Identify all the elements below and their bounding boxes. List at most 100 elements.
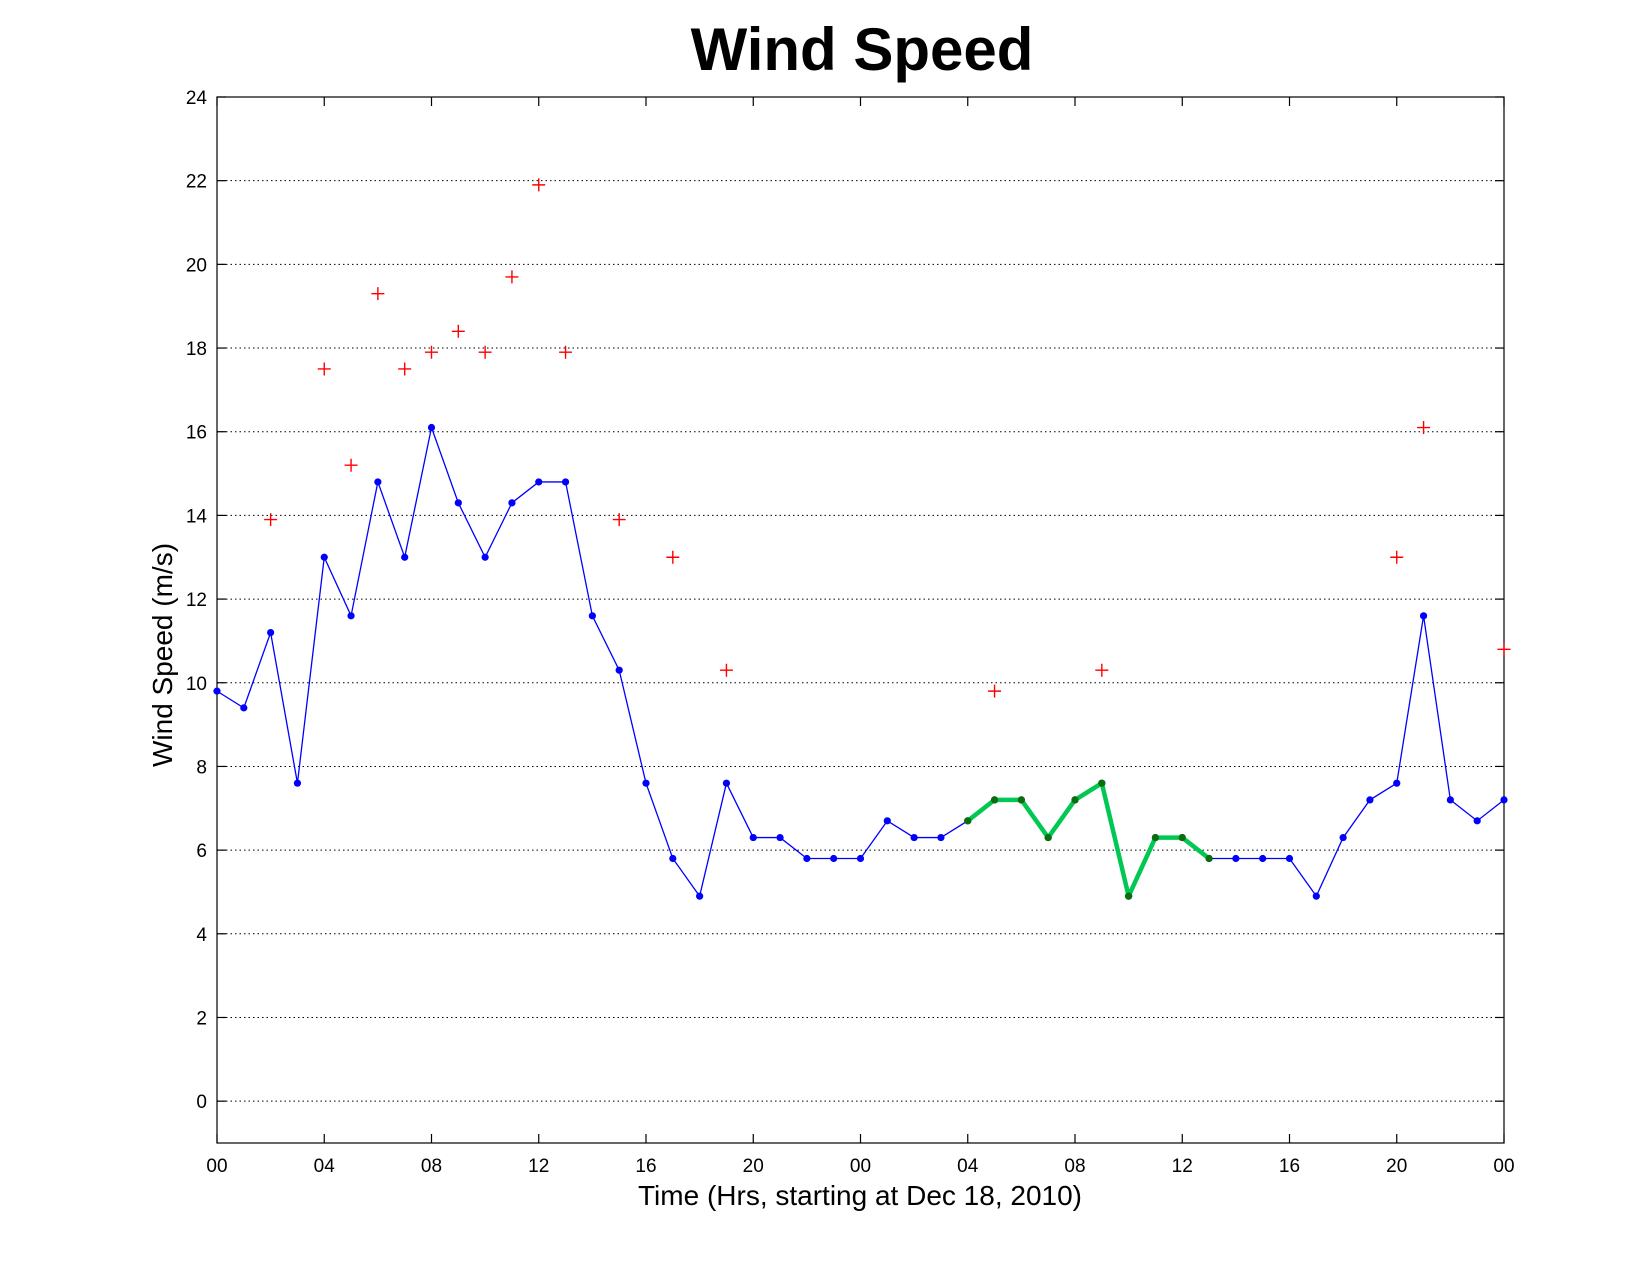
wind-speed-point <box>1393 779 1401 787</box>
plot-area-frame <box>216 96 1505 1144</box>
highlight-point <box>964 817 972 825</box>
x-tick-label: 00 <box>850 1156 871 1177</box>
gust-marker <box>988 684 1002 698</box>
x-tick-label: 00 <box>206 1156 227 1177</box>
data-series <box>213 178 1511 900</box>
gust-marker <box>1497 642 1511 656</box>
x-tick-label: 12 <box>528 1156 549 1177</box>
wind-speed-point <box>722 779 731 787</box>
wind-speed-point <box>749 833 757 842</box>
x-tick-label: 16 <box>635 1156 656 1177</box>
wind-speed-point <box>508 499 516 507</box>
y-tick-label: 18 <box>186 339 207 360</box>
gust-marker <box>425 345 438 359</box>
highlight-point <box>1205 854 1213 863</box>
gust-marker <box>371 287 385 301</box>
chart-title: Wind Speed <box>691 16 1034 83</box>
highlight-point <box>1151 833 1160 842</box>
wind-speed-point <box>642 779 650 787</box>
wind-speed-point <box>1285 854 1294 863</box>
gust-marker <box>317 362 331 376</box>
wind-speed-point <box>374 478 382 486</box>
wind-speed-point <box>535 478 543 486</box>
wind-speed-point <box>937 833 945 842</box>
wind-speed-point <box>481 553 489 561</box>
gust-marker <box>1390 550 1404 564</box>
y-tick-label: 14 <box>186 506 208 527</box>
wind-speed-point <box>1473 817 1481 825</box>
y-tick-label: 16 <box>186 423 207 444</box>
wind-speed-point <box>561 478 570 486</box>
highlight-line <box>966 780 1211 899</box>
y-tick-label: 12 <box>186 590 207 611</box>
highlight-point <box>1017 796 1025 804</box>
gust-marker <box>505 270 519 284</box>
y-tick-label: 8 <box>196 757 207 778</box>
x-axis-label: Time (Hrs, starting at Dec 18, 2010) <box>638 1180 1082 1211</box>
wind-speed-point <box>883 817 891 825</box>
wind-speed-point <box>1312 892 1320 900</box>
gust-marker <box>398 362 412 376</box>
x-tick-label: 20 <box>743 1156 764 1177</box>
gust-marker <box>612 513 626 527</box>
wind-speed-point <box>347 612 355 620</box>
wind-speed-point <box>856 854 865 863</box>
wind-speed-line <box>216 425 1505 899</box>
wind-speed-point <box>615 666 623 674</box>
wind-speed-point <box>1366 796 1374 804</box>
wind-speed-point <box>669 854 677 863</box>
wind-speed-point <box>1446 796 1454 804</box>
highlight-point <box>1125 892 1133 900</box>
gust-marker <box>451 324 465 338</box>
highlight-point <box>990 796 999 804</box>
x-tick-label: 12 <box>1172 1156 1193 1177</box>
grid-lines <box>217 180 1504 1102</box>
x-tick-label: 08 <box>1064 1156 1085 1177</box>
gust-marker <box>1095 663 1109 677</box>
wind-speed-point <box>293 779 302 787</box>
wind-speed-point <box>240 704 248 712</box>
gust-marker <box>264 513 278 527</box>
highlight-point <box>1044 833 1052 842</box>
gust-marker <box>344 458 358 472</box>
gust-marker <box>532 178 546 192</box>
highlight-point <box>1071 796 1079 804</box>
wind-speed-point <box>213 687 221 695</box>
y-tick-label: 22 <box>186 172 207 193</box>
wind-speed-point <box>1259 854 1267 863</box>
x-tick-label: 04 <box>314 1156 336 1177</box>
y-tick-label: 4 <box>196 925 207 946</box>
gust-marker <box>559 345 573 359</box>
wind-speed-point <box>1339 833 1347 842</box>
gust-marker <box>719 663 733 677</box>
wind-speed-point <box>401 553 409 561</box>
gust-marker <box>478 345 492 359</box>
wind-speed-point <box>320 553 328 561</box>
y-axis-label: Wind Speed (m/s) <box>147 543 178 767</box>
wind-speed-point <box>696 892 704 900</box>
wind-speed-point <box>1419 612 1428 620</box>
y-tick-label: 10 <box>186 674 207 695</box>
wind-speed-point <box>588 612 596 620</box>
wind-speed-point <box>427 423 436 432</box>
x-tick-label: 00 <box>1493 1156 1514 1177</box>
y-tick-label: 20 <box>186 255 207 276</box>
y-tick-label: 0 <box>196 1092 207 1113</box>
x-tick-label: 16 <box>1279 1156 1300 1177</box>
wind-speed-point <box>803 854 811 863</box>
wind-speed-point <box>454 499 462 507</box>
highlight-point <box>1098 779 1106 787</box>
x-tick-label: 20 <box>1386 1156 1407 1177</box>
gust-marker <box>1417 421 1431 435</box>
wind-speed-point <box>267 628 275 637</box>
y-tick-label: 2 <box>196 1008 207 1029</box>
wind-speed-point <box>1500 796 1508 804</box>
x-tick-label: 04 <box>957 1156 979 1177</box>
wind-speed-point <box>830 854 838 863</box>
y-tick-label: 6 <box>196 841 207 862</box>
y-tick-label: 24 <box>186 88 208 109</box>
x-tick-label: 08 <box>421 1156 442 1177</box>
